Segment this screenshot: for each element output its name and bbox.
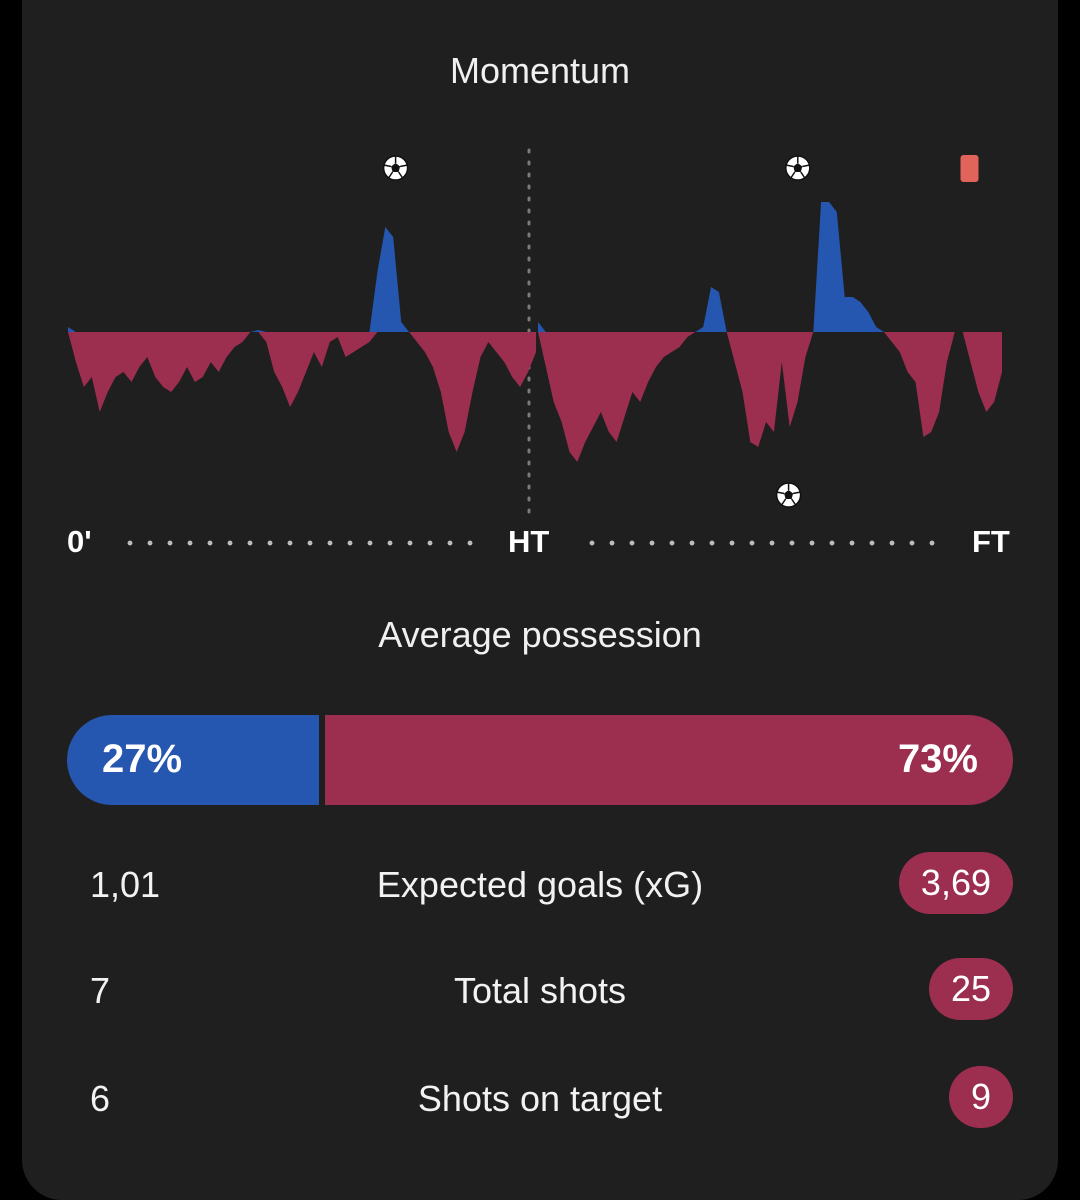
possession-title: Average possession	[378, 614, 702, 655]
possession-home-segment: 27%	[67, 715, 319, 805]
possession-home-value: 27%	[102, 737, 183, 781]
goal-ball-icon[interactable]	[775, 482, 802, 508]
stat-row-xg: 1,01 Expected goals (xG) 3,69	[0, 852, 1080, 916]
possession-bar: 27% 73%	[67, 715, 1013, 805]
stat-row-shots-on-target: 6 Shots on target 9	[0, 1066, 1080, 1130]
stat-home-value: 7	[90, 970, 111, 1011]
axis-dots-second-half	[582, 540, 942, 546]
red-card-icon[interactable]	[960, 155, 979, 182]
stat-label: Total shots	[453, 970, 627, 1011]
momentum-home-area-half-1	[68, 227, 536, 332]
match-stats-card	[22, 0, 1058, 1200]
goal-ball-icon[interactable]	[785, 155, 811, 181]
stat-away-badge: 9	[948, 1066, 1013, 1128]
axis-halftime-label: HT	[508, 524, 550, 559]
momentum-chart[interactable]	[0, 140, 1080, 520]
momentum-away-area-half-2	[538, 332, 1002, 462]
possession-away-segment: 73%	[325, 715, 1013, 805]
stat-home-value: 1,01	[90, 864, 161, 905]
stat-home-value: 6	[90, 1078, 111, 1119]
axis-start-label: 0'	[67, 524, 92, 559]
stat-away-badge: 25	[928, 958, 1013, 1020]
stat-away-badge: 3,69	[898, 852, 1013, 914]
goal-ball-icon[interactable]	[382, 155, 409, 181]
axis-end-label: FT	[972, 524, 1010, 559]
momentum-home-area-half-2	[538, 202, 1002, 332]
possession-away-value: 73%	[897, 737, 978, 781]
stat-row-total-shots: 7 Total shots 25	[0, 958, 1080, 1022]
stat-label: Expected goals (xG)	[376, 864, 704, 905]
momentum-title: Momentum	[449, 50, 631, 91]
stat-label: Shots on target	[417, 1078, 663, 1119]
momentum-away-area-half-1	[68, 332, 536, 452]
axis-dots-first-half	[120, 540, 480, 546]
